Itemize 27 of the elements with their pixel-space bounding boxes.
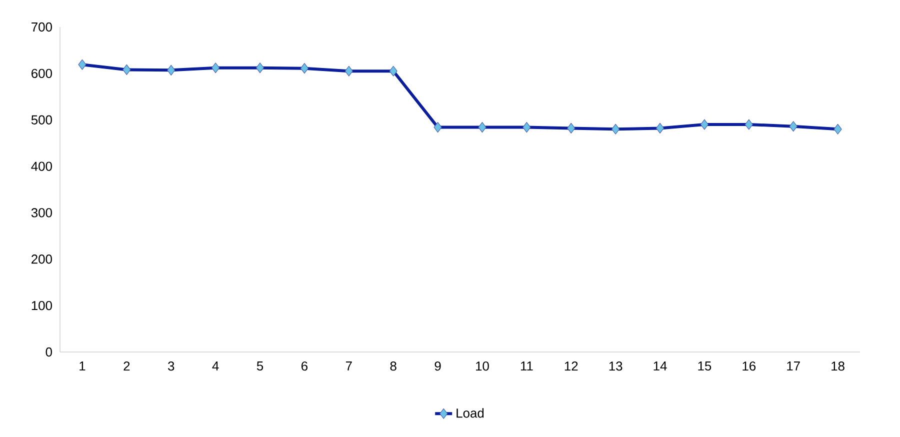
x-tick-label: 10 (476, 361, 489, 371)
y-tick-label: 500 (31, 115, 52, 124)
x-tick-label: 3 (168, 361, 174, 371)
y-tick-label: 600 (32, 68, 52, 78)
x-tick-label: 2 (124, 361, 130, 371)
y-tick-label: 100 (32, 300, 52, 310)
x-tick-label: 13 (609, 361, 622, 371)
x-tick-label: 15 (698, 362, 712, 371)
x-tick-label: 9 (434, 361, 441, 371)
x-tick-label: 11 (520, 362, 533, 370)
y-tick-label: 400 (31, 162, 52, 171)
y-tick-label: 0 (46, 347, 52, 357)
x-tick-label: 7 (346, 362, 352, 370)
y-tick-label: 300 (31, 208, 52, 218)
x-tick-label: 12 (564, 361, 578, 371)
x-tick-label: 16 (742, 361, 756, 371)
x-tick-label: 4 (212, 362, 219, 370)
x-tick-label: 1 (80, 362, 86, 370)
x-tick-label: 6 (302, 361, 308, 371)
y-tick-label: 700 (32, 22, 52, 32)
legend-label: Load (456, 408, 484, 418)
x-tick-label: 17 (787, 362, 800, 370)
x-tick-label: 5 (256, 362, 264, 371)
x-tick-label: 8 (390, 361, 396, 371)
x-tick-label: 18 (832, 361, 844, 371)
x-tick-label: 14 (654, 362, 667, 370)
y-tick-label: 200 (32, 254, 52, 264)
